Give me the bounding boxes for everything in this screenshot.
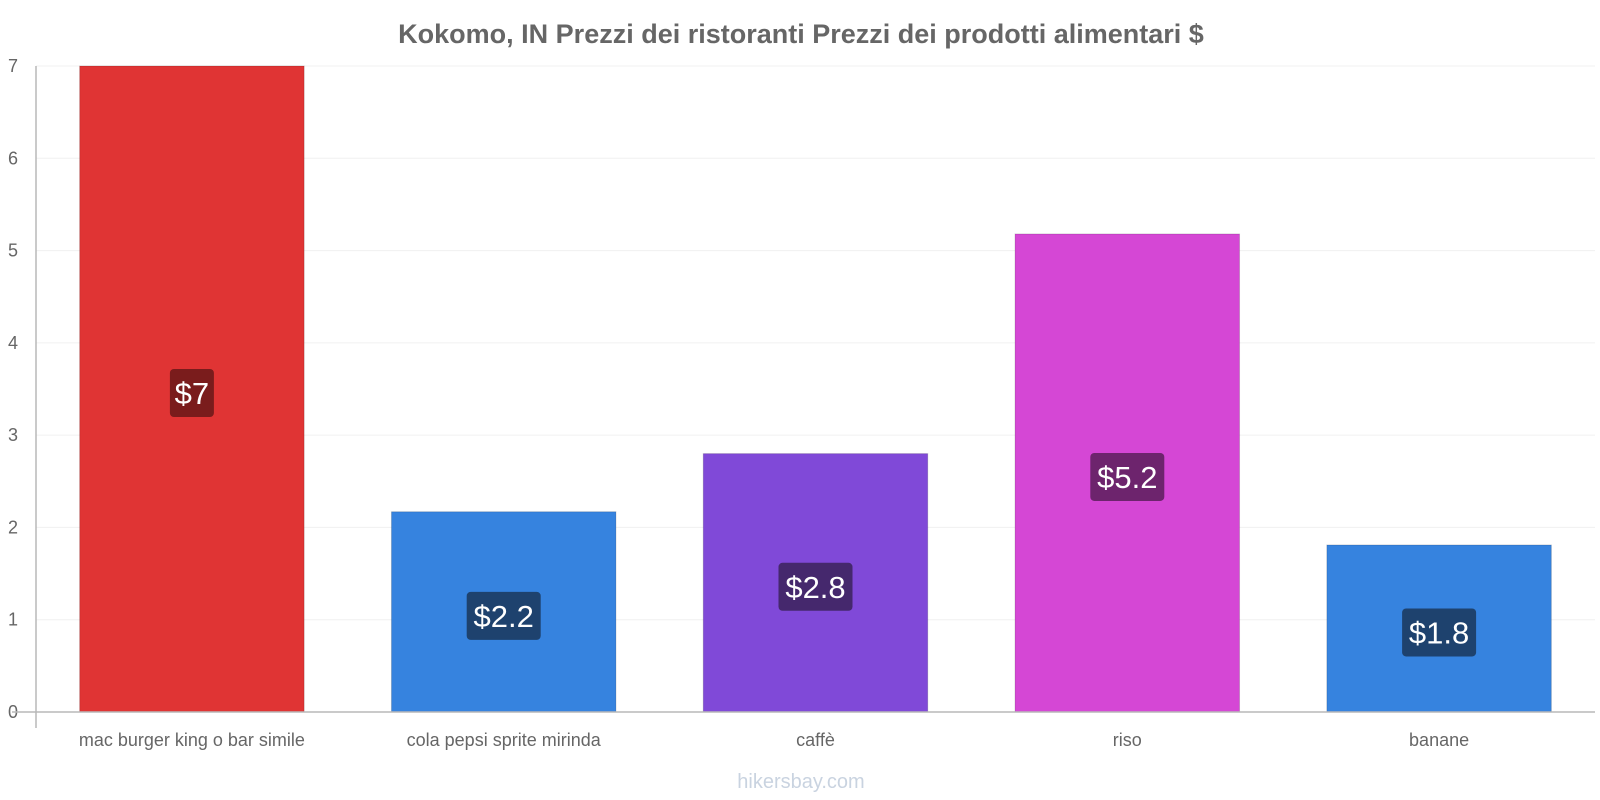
value-label-box	[466, 591, 541, 640]
watermark: hikersbay.com	[737, 771, 864, 793]
value-label-box	[1090, 452, 1165, 501]
x-tick-label: caffè	[796, 730, 835, 750]
y-tick-label: 2	[8, 517, 18, 537]
y-tick-label: 6	[8, 148, 18, 168]
value-label-box	[778, 562, 853, 611]
value-label-box	[1402, 608, 1477, 657]
y-tick-label: 1	[8, 610, 18, 630]
value-label: $2.8	[785, 570, 845, 605]
y-tick-label: 4	[8, 333, 18, 353]
value-label: $1.8	[1409, 615, 1469, 650]
y-tick-label: 7	[8, 56, 18, 76]
x-tick-label: banane	[1409, 730, 1469, 750]
x-axis: mac burger king o bar simile cola pepsi s…	[12, 711, 1595, 750]
chart-title: Kokomo, IN Prezzi dei ristoranti Prezzi …	[398, 19, 1204, 49]
value-label: $5.2	[1097, 460, 1157, 495]
x-tick-label: cola pepsi sprite mirinda	[407, 730, 602, 750]
value-label: $7	[175, 376, 209, 411]
y-tick-label: 5	[8, 241, 18, 261]
x-tick-label: riso	[1113, 730, 1142, 750]
value-label-box	[169, 369, 214, 417]
x-tick-label: mac burger king o bar simile	[79, 730, 305, 750]
y-tick-label: 3	[8, 425, 18, 445]
value-label: $2.2	[474, 599, 534, 634]
bars: $7 $2.2 $2.8 $5.2 $1.8	[79, 65, 1552, 713]
